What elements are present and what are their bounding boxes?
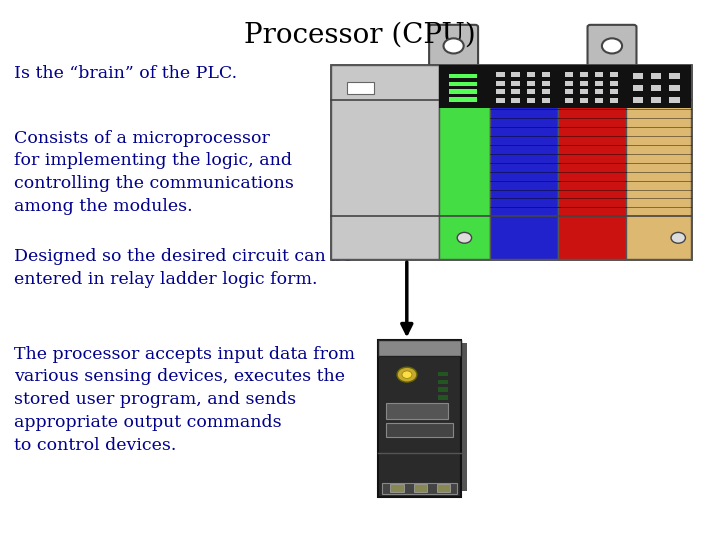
Bar [541,98,550,103]
Bar [348,82,374,94]
Text: Processor (CPU): Processor (CPU) [244,22,476,49]
Bar [439,65,490,108]
Bar [669,97,680,103]
Bar [511,98,520,103]
Bar [496,98,505,103]
Bar [669,72,680,79]
FancyBboxPatch shape [429,25,478,67]
Bar [438,372,448,376]
Bar [511,81,520,85]
Bar [437,484,450,492]
Bar [331,65,439,259]
Bar [610,81,618,85]
Bar [526,81,535,85]
Bar [511,72,520,77]
Bar [461,343,467,491]
Bar [438,380,448,384]
Bar [449,90,477,94]
Bar [633,85,643,91]
Bar [558,65,626,259]
Bar [541,90,550,94]
Bar [651,85,662,91]
Text: The processor accepts input data from
various sensing devices, executes the
stor: The processor accepts input data from va… [14,346,356,454]
Text: Power
supply: Power supply [362,148,408,176]
Bar [541,72,550,77]
Text: Consists of a microprocessor
for implementing the logic, and
controlling the com: Consists of a microprocessor for impleme… [14,130,294,215]
Bar [564,72,573,77]
Bar [490,65,558,259]
Bar [580,81,588,85]
Bar [386,403,449,418]
Bar [526,98,535,103]
Bar [390,484,404,492]
Bar [580,98,588,103]
Bar [490,65,558,108]
Circle shape [602,38,622,53]
Bar [580,90,588,94]
Circle shape [402,371,412,379]
Bar [378,340,461,356]
Text: Is the “brain” of the PLC.: Is the “brain” of the PLC. [14,65,238,82]
Bar [496,90,505,94]
Bar [449,97,477,102]
Text: Designed so the desired circuit can be
entered in relay ladder logic form.: Designed so the desired circuit can be e… [14,248,353,288]
Bar [651,97,662,103]
Bar [626,65,691,259]
Bar [633,72,643,79]
Bar [595,81,603,85]
Bar [413,484,427,492]
Circle shape [457,232,472,243]
Text: Processor
Module: Processor Module [482,200,566,237]
Bar [331,65,691,259]
Bar [382,483,456,494]
Bar [669,85,680,91]
Bar [378,340,461,497]
Bar [386,423,452,437]
Bar [595,72,603,77]
Bar [610,72,618,77]
Bar [610,98,618,103]
Bar [564,90,573,94]
Bar [496,72,505,77]
Bar [449,82,477,86]
Bar [449,74,477,78]
Bar [511,90,520,94]
Bar [496,81,505,85]
Circle shape [671,232,685,243]
Circle shape [444,38,464,53]
Bar [439,65,490,259]
FancyBboxPatch shape [588,25,636,67]
Bar [595,90,603,94]
Bar [595,98,603,103]
Bar [438,388,448,392]
Bar [438,395,448,400]
Bar [580,72,588,77]
Bar [541,81,550,85]
Bar [558,65,626,108]
Bar [564,98,573,103]
Bar [626,65,691,108]
Circle shape [397,367,417,382]
Bar [526,90,535,94]
Bar [651,72,662,79]
Bar [610,90,618,94]
Bar [526,72,535,77]
Bar [633,97,643,103]
Bar [564,81,573,85]
